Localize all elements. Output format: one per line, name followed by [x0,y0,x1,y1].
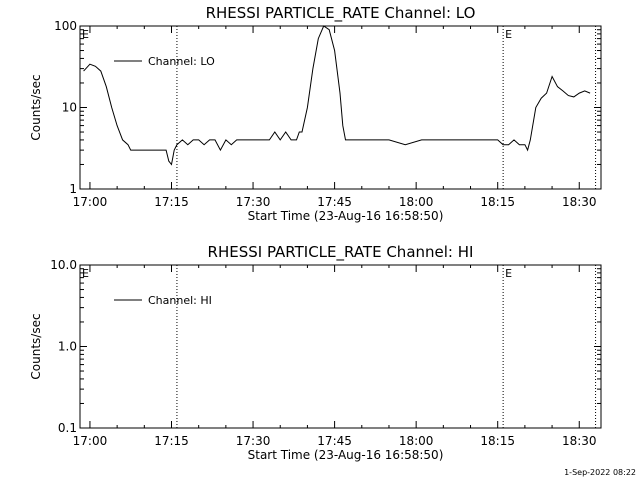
y-axis-label: Counts/sec [29,74,43,140]
x-tick-label: 17:00 [73,195,108,209]
x-tick-label: 17:00 [73,434,108,448]
x-tick-label: 17:15 [154,195,189,209]
y-tick-label: 0.1 [58,421,77,435]
y-tick-label: 10 [62,101,77,115]
y-tick-label: 1.0 [58,340,77,354]
x-tick-label: 18:00 [399,434,434,448]
legend-label: Channel: HI [148,294,212,307]
x-tick-label: 18:30 [562,434,597,448]
event-marker-label: E [505,28,512,41]
x-tick-label: 17:15 [154,434,189,448]
chart-title: RHESSI PARTICLE_RATE Channel: HI [208,243,474,262]
y-tick-label: 10.0 [50,258,77,272]
x-tick-label: 17:30 [236,195,271,209]
x-tick-label: 18:00 [399,195,434,209]
x-axis-label: Start Time (23-Aug-16 16:58:50) [248,448,444,462]
y-axis-label: Counts/sec [29,313,43,379]
chart-panel-2: RHESSI PARTICLE_RATE Channel: HI 17:00 17:… [29,243,602,462]
y-tick-label: 1 [69,182,77,196]
y-tick-label: 100 [54,19,77,33]
series-line [83,25,591,166]
x-tick-label: 17:45 [317,195,352,209]
chart-panel-1: RHESSI PARTICLE_RATE Channel: LO 17:00 17:… [29,4,602,223]
plot-timestamp: 1-Sep-2022 08:22 [564,468,636,477]
corner-marker-label: E [82,28,89,41]
plot-frame [79,264,602,429]
chart-title: RHESSI PARTICLE_RATE Channel: LO [206,4,476,23]
plot-frame [79,25,602,190]
x-tick-label: 18:15 [480,195,515,209]
x-axis-label: Start Time (23-Aug-16 16:58:50) [248,209,444,223]
x-tick-label: 18:15 [480,434,515,448]
corner-marker-label: E [82,267,89,280]
x-tick-label: 18:30 [562,195,597,209]
legend-label: Channel: LO [148,55,215,68]
event-marker-label: E [505,267,512,280]
x-tick-label: 17:30 [236,434,271,448]
x-tick-label: 17:45 [317,434,352,448]
